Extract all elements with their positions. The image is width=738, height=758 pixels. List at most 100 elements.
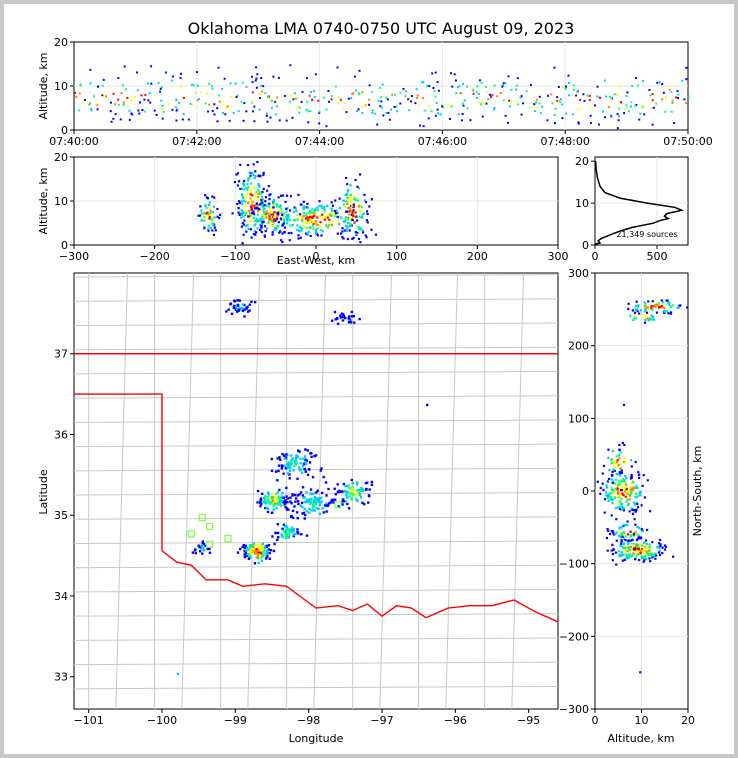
source-point xyxy=(277,210,280,213)
y-tick-label: 36 xyxy=(54,428,68,441)
source-point xyxy=(639,552,642,555)
source-point xyxy=(296,494,300,497)
source-point xyxy=(263,211,266,214)
source-point xyxy=(350,218,353,221)
source-point xyxy=(284,525,287,528)
x-tick-label: −100 xyxy=(220,250,250,263)
source-point xyxy=(313,210,316,213)
source-point xyxy=(248,171,251,174)
source-point xyxy=(250,101,253,104)
source-point xyxy=(255,204,258,207)
source-point xyxy=(626,546,629,549)
source-point xyxy=(458,85,461,88)
source-point xyxy=(462,101,465,104)
source-point xyxy=(211,218,214,221)
source-point xyxy=(250,203,254,206)
source-point xyxy=(450,105,453,108)
source-point xyxy=(289,209,292,212)
source-point xyxy=(625,483,628,487)
source-point xyxy=(357,237,361,241)
source-point xyxy=(200,212,204,215)
source-point xyxy=(350,487,353,490)
source-point xyxy=(575,94,578,97)
source-point xyxy=(295,107,298,110)
source-point xyxy=(256,489,260,493)
source-point xyxy=(649,547,652,550)
source-point xyxy=(613,461,616,465)
source-point xyxy=(404,95,407,98)
source-point xyxy=(619,467,622,470)
source-point xyxy=(623,479,626,482)
source-point xyxy=(617,482,621,485)
source-point xyxy=(194,91,197,94)
source-point xyxy=(650,554,653,557)
source-point xyxy=(278,488,281,492)
source-point xyxy=(655,102,658,105)
source-point xyxy=(621,486,624,489)
source-point xyxy=(313,501,316,504)
source-point xyxy=(637,537,641,540)
source-point xyxy=(655,554,658,557)
source-point xyxy=(649,510,652,513)
source-point xyxy=(263,546,267,549)
state-border xyxy=(74,353,559,623)
source-point xyxy=(614,484,617,487)
source-point xyxy=(556,96,559,99)
source-point xyxy=(182,112,185,115)
source-point xyxy=(551,102,554,105)
source-point xyxy=(607,456,610,459)
source-point xyxy=(247,186,250,189)
source-point xyxy=(244,200,247,204)
source-point xyxy=(652,553,655,557)
source-point xyxy=(421,81,424,84)
source-point xyxy=(668,88,671,91)
source-point xyxy=(279,218,283,222)
state-border-red-river xyxy=(161,550,559,623)
source-point xyxy=(236,307,239,311)
source-point xyxy=(284,466,288,470)
source-point xyxy=(299,236,302,239)
source-point xyxy=(216,207,219,211)
source-point xyxy=(619,474,622,477)
source-point xyxy=(643,559,646,562)
source-point xyxy=(648,89,651,92)
source-point xyxy=(370,480,374,484)
lma-station-marker xyxy=(187,530,195,538)
x-tick-label: 07:50:00 xyxy=(663,135,712,148)
source-point xyxy=(645,551,649,554)
source-point xyxy=(368,84,371,87)
source-point xyxy=(618,494,622,497)
source-point xyxy=(573,84,576,87)
source-point xyxy=(626,549,629,553)
source-point xyxy=(318,111,321,114)
source-point xyxy=(304,448,307,451)
source-point xyxy=(248,309,251,312)
source-point xyxy=(289,224,292,227)
source-point xyxy=(176,672,180,676)
source-point xyxy=(180,85,183,88)
source-point xyxy=(636,502,639,506)
source-point xyxy=(345,176,348,180)
source-point xyxy=(428,84,431,87)
source-point xyxy=(643,496,646,499)
source-point xyxy=(216,120,219,123)
county-line xyxy=(181,272,195,710)
source-point xyxy=(335,209,338,212)
source-point xyxy=(149,101,152,104)
source-point xyxy=(350,199,353,202)
source-point xyxy=(280,208,283,211)
source-point xyxy=(349,222,352,226)
source-point xyxy=(639,548,642,551)
source-point xyxy=(251,194,254,197)
source-point xyxy=(311,215,314,219)
source-point xyxy=(136,89,139,92)
source-point xyxy=(626,520,629,523)
source-point xyxy=(281,232,284,235)
source-point xyxy=(640,314,644,317)
source-point xyxy=(663,306,666,310)
source-point xyxy=(347,317,350,320)
source-point xyxy=(245,188,249,191)
source-point xyxy=(616,465,619,468)
